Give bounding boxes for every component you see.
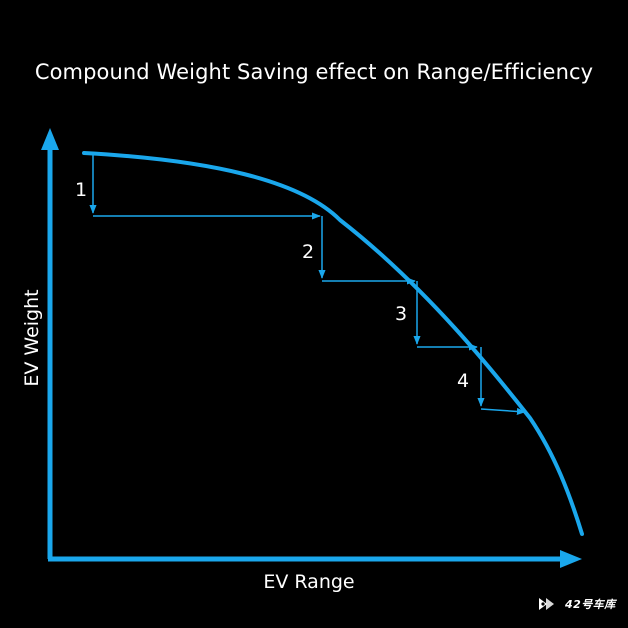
play-logo-icon <box>539 598 554 610</box>
step-4: 4 <box>457 347 526 416</box>
x-axis-label: EV Range <box>263 571 354 593</box>
step-2-label: 2 <box>302 241 314 263</box>
y-axis-arrowhead-icon <box>41 128 59 150</box>
watermark-text: 42号车库 <box>565 598 616 611</box>
step-3: 3 <box>395 281 478 351</box>
step-1-label: 1 <box>75 179 87 201</box>
step-2: 2 <box>302 216 416 285</box>
axes <box>41 128 582 568</box>
y-axis-label: EV Weight <box>21 289 43 386</box>
step-4-gain-arrow <box>480 407 526 416</box>
step-4-label: 4 <box>457 370 469 392</box>
step-1: 1 <box>75 154 321 220</box>
page-title: Compound Weight Saving effect on Range/E… <box>34 60 594 84</box>
x-axis-arrowhead-icon <box>560 550 582 568</box>
step-3-label: 3 <box>395 303 407 325</box>
watermark: 42号车库 <box>537 596 616 612</box>
weight-range-curve <box>82 151 584 536</box>
